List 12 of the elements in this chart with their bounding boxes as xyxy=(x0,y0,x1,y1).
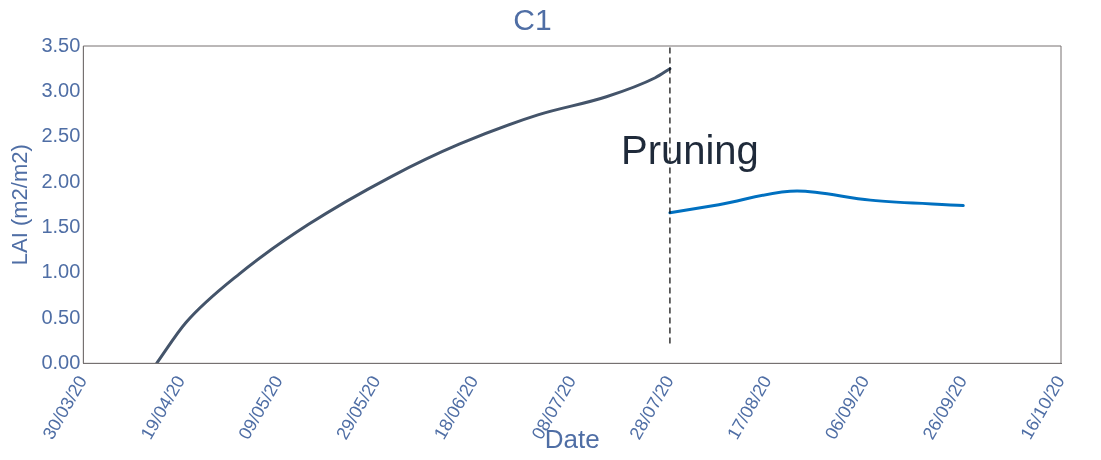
y-tick-label: 1.50 xyxy=(41,214,81,237)
chart-title: C1 xyxy=(513,3,552,37)
ref-line-label: Pruning xyxy=(620,128,759,173)
y-tick-label: 3.50 xyxy=(41,33,81,56)
y-tick-label: 2.00 xyxy=(41,169,81,192)
y-tick-label: 1.00 xyxy=(41,260,81,283)
y-tick-label: 0.00 xyxy=(41,350,81,373)
y-tick-label: 3.00 xyxy=(41,78,81,101)
line-series xyxy=(668,189,965,215)
y-tick-label: 2.50 xyxy=(41,124,81,147)
y-tick-label: 0.50 xyxy=(41,305,81,328)
y-axis-title: LAI (m2/m2) xyxy=(7,144,33,266)
